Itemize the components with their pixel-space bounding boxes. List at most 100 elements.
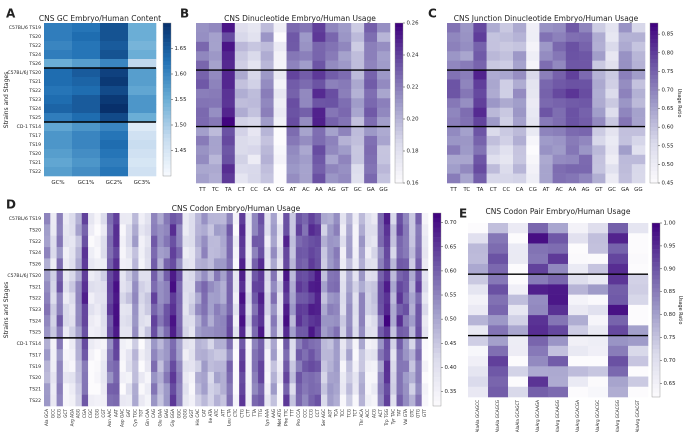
heatmap-cell — [72, 77, 101, 87]
heatmap-cell — [499, 145, 514, 156]
colorbar-segment — [650, 131, 658, 136]
heatmap-cell — [327, 224, 334, 236]
heatmap-cell — [409, 258, 416, 271]
heatmap-cell — [119, 360, 127, 373]
heatmap-cell — [270, 303, 278, 316]
heatmap-cell — [528, 356, 549, 367]
heatmap-cell — [232, 235, 240, 248]
heatmap-cell — [75, 360, 83, 373]
heatmap-cell — [508, 274, 529, 285]
heatmap-cell — [327, 360, 334, 373]
heatmap-cell — [144, 213, 152, 225]
heatmap-cell — [94, 360, 101, 373]
colorbar-segment — [163, 61, 171, 66]
heatmap-cell — [548, 284, 569, 295]
heatmap-cell — [56, 269, 64, 282]
heatmap-cell — [513, 98, 527, 108]
heatmap-cell — [377, 315, 385, 327]
heatmap-cell — [371, 337, 378, 350]
heatmap-cell — [208, 164, 223, 174]
heatmap-cell — [320, 383, 328, 395]
heatmap-cell — [325, 117, 339, 127]
heatmap-cell — [358, 213, 366, 225]
heatmap-cell — [460, 79, 474, 90]
heatmap-cell — [226, 292, 234, 305]
heatmap-cell — [69, 303, 76, 316]
x-tick-label: TTT — [290, 409, 295, 418]
heatmap-cell — [351, 51, 365, 61]
heatmap-cell — [75, 303, 83, 316]
heatmap-cell — [113, 360, 120, 373]
heatmap-cell — [163, 360, 171, 373]
heatmap-cell — [157, 235, 164, 248]
heatmap-cell — [460, 126, 474, 137]
heatmap-cell — [151, 247, 158, 259]
heatmap-cell — [201, 258, 208, 271]
heatmap-cell — [390, 281, 397, 293]
heatmap-cell — [526, 32, 540, 43]
colorbar-segment — [163, 91, 171, 96]
heatmap-cell — [377, 60, 391, 71]
heatmap-cell — [631, 98, 646, 108]
heatmap-cell — [460, 41, 474, 52]
heatmap-cell — [106, 326, 114, 339]
x-tick-label: CGT — [101, 409, 106, 418]
heatmap-cell — [283, 269, 290, 282]
heatmap-cell — [302, 315, 309, 327]
heatmap-cell — [302, 213, 309, 225]
heatmap-cell — [486, 51, 501, 61]
heatmap-cell — [320, 213, 328, 225]
x-tick-label: GCC — [50, 409, 55, 418]
heatmap-cell — [62, 269, 70, 282]
heatmap-cell — [377, 32, 391, 43]
heatmap-cell — [364, 117, 378, 127]
heatmap-cell — [245, 326, 253, 339]
heatmap-cell — [608, 356, 629, 367]
heatmap-cell — [44, 247, 51, 259]
heatmap-cell — [163, 337, 171, 350]
colorbar-segment — [163, 168, 171, 173]
heatmap-cell — [314, 213, 322, 225]
heatmap-cell — [312, 117, 326, 127]
heatmap-cell — [526, 173, 540, 184]
x-tick-label: AlaArg GCACGT — [635, 400, 640, 432]
heatmap-cell — [276, 394, 284, 407]
heatmap-cell — [568, 356, 589, 367]
heatmap-cell — [579, 23, 593, 33]
heatmap-cell — [286, 107, 300, 118]
heatmap-cell — [364, 51, 378, 61]
heatmap-cell — [333, 303, 341, 316]
heatmap-cell — [351, 145, 365, 156]
heatmap-cell — [488, 233, 509, 244]
heatmap-cell — [338, 23, 352, 33]
heatmap-cell — [365, 326, 372, 339]
heatmap-cell — [421, 224, 429, 236]
heatmap-cell — [239, 337, 246, 350]
heatmap-cell — [234, 135, 249, 146]
heatmap-cell — [365, 371, 372, 384]
colorbar-segment — [652, 257, 660, 263]
heatmap-cell — [325, 88, 339, 99]
heatmap-cell — [486, 88, 501, 99]
heatmap-cell — [88, 269, 95, 282]
heatmap-cell — [618, 173, 633, 184]
heatmap-cell — [618, 98, 633, 108]
heatmap-cell — [371, 326, 378, 339]
heatmap-cell — [245, 303, 253, 316]
heatmap-cell — [299, 32, 313, 43]
colorbar-segment — [652, 310, 660, 315]
heatmap-cell — [346, 326, 353, 339]
heatmap-cell — [346, 371, 353, 384]
heatmap-cell — [468, 223, 489, 234]
heatmap-cell — [273, 117, 287, 127]
colorbar-segment — [652, 296, 660, 302]
panel-c: C CNS Junction Dinucleotide Embryo/Human … — [428, 7, 682, 194]
heatmap-cell — [208, 173, 223, 184]
colorbar-segment — [395, 39, 403, 44]
heatmap-cell — [358, 292, 366, 305]
heatmap-cell — [69, 269, 76, 282]
x-tick-label: Phe TTC — [283, 409, 288, 426]
heatmap-cell — [72, 50, 101, 60]
heatmap-cell — [409, 349, 416, 361]
x-tick-label: ACT — [378, 409, 383, 418]
